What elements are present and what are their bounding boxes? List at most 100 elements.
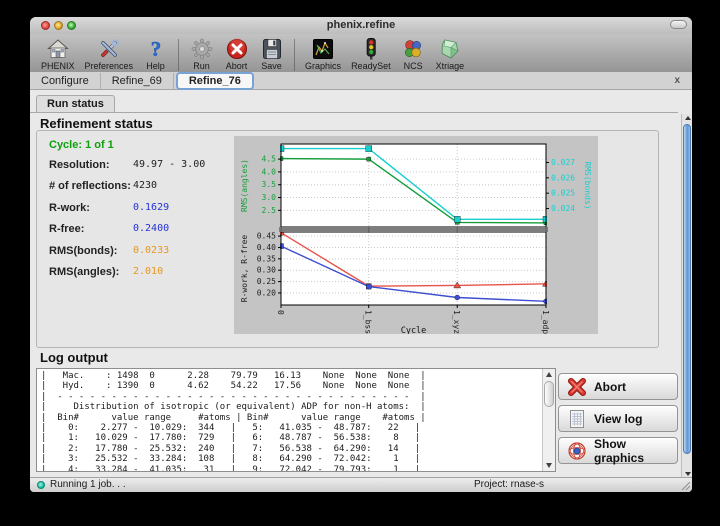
minimize-window-button[interactable] (54, 21, 63, 30)
action-button-label: Show graphics (594, 436, 645, 465)
toolbar-button-label: NCS (403, 61, 423, 71)
notebook-tab-bar: Configure Refine_69 Refine_76 x (30, 71, 692, 90)
preferences-tools-icon (96, 37, 121, 61)
help-icon: ? (143, 37, 168, 61)
svg-text:0.45: 0.45 (257, 232, 276, 241)
abort-icon (224, 37, 249, 61)
stat-value: 2.010 (133, 266, 164, 277)
abort-button[interactable]: Abort (558, 373, 678, 400)
toolbar-button-phenix[interactable]: PHENIX (36, 36, 80, 72)
stat-value: 0.2400 (133, 223, 170, 235)
toolbar-button-run[interactable]: Run (184, 36, 219, 72)
page-scroll-down-icon[interactable] (684, 472, 691, 476)
toolbar-button-label: Run (193, 61, 210, 71)
svg-text:4.0: 4.0 (262, 167, 277, 176)
page-scroll-thumb[interactable] (683, 124, 691, 454)
toolbar-button-preferences[interactable]: Preferences (80, 36, 139, 72)
log-text: | Mac. : 1498 0 2.28 79.79 16.13 None No… (41, 371, 426, 472)
log-scroll-up-icon[interactable] (546, 372, 552, 377)
refinement-status-title: Refinement status (40, 116, 153, 131)
save-icon (259, 37, 284, 61)
toolbar-button-help[interactable]: ? Help (138, 36, 173, 72)
stat-label: Resolution: (49, 159, 110, 171)
svg-text:3.0: 3.0 (262, 193, 277, 202)
action-button-label: View log (594, 411, 643, 426)
svg-text:0: 0 (276, 310, 285, 315)
stat-label: RMS(bonds): (49, 244, 118, 257)
toolbar-button-ncs[interactable]: NCS (396, 36, 431, 72)
toolbar-button-label: ReadySet (351, 61, 391, 71)
svg-text:0.30: 0.30 (257, 266, 276, 275)
toolbar-button-label: Graphics (305, 61, 342, 71)
stat-label: R-work: (49, 201, 90, 214)
svg-text:RMS(angles): RMS(angles) (240, 159, 249, 212)
svg-text:0.024: 0.024 (551, 204, 575, 213)
svg-text:1_bss: 1_bss (364, 310, 373, 334)
svg-text:0.20: 0.20 (257, 288, 276, 297)
toolbar-button-label: Save (261, 61, 282, 71)
toolbar-button-label: PHENIX (41, 61, 75, 71)
xtriage-icon (437, 37, 462, 61)
close-tab-icon[interactable]: x (674, 75, 680, 86)
toolbar-toggle-button[interactable] (670, 20, 687, 29)
tab-refine_69[interactable]: Refine_69 (101, 72, 174, 89)
svg-text:4.5: 4.5 (262, 155, 277, 164)
svg-text:0.25: 0.25 (257, 277, 276, 286)
toolbar-button-abort[interactable]: Abort (219, 36, 254, 72)
svg-text:3.5: 3.5 (262, 180, 277, 189)
log-scroll-down-icon[interactable] (546, 463, 552, 468)
view-log-icon (567, 409, 587, 429)
page-scrollbar[interactable] (681, 114, 692, 478)
notebook-divider (30, 112, 678, 113)
run-status-page: Run status Refinement status Cycle: 1 of… (30, 90, 692, 478)
toolbar-button-label: Preferences (84, 61, 134, 71)
tab-refine_76[interactable]: Refine_76 (175, 71, 254, 90)
stat-value: 0.1629 (133, 201, 170, 213)
toolbar-separator (294, 39, 296, 71)
svg-text:0.40: 0.40 (257, 243, 276, 252)
toolbar-button-readyset[interactable]: ReadySet (346, 36, 396, 72)
svg-text:Cycle: Cycle (401, 326, 427, 334)
page-scroll-up-icon[interactable] (684, 116, 691, 120)
stat-value: 0.0233 (133, 244, 170, 256)
svg-text:0.026: 0.026 (551, 173, 575, 182)
cycle-label: Cycle: 1 of 1 (49, 139, 114, 151)
project-label: Project: rnase-s (474, 479, 545, 490)
svg-text:R-work, R-free: R-work, R-free (240, 235, 249, 303)
log-output-area[interactable]: | Mac. : 1498 0 2.28 79.79 16.13 None No… (36, 368, 556, 472)
toolbar-button-graphics[interactable]: Graphics (300, 36, 346, 72)
window-title: phenix.refine (326, 19, 396, 31)
svg-text:0.027: 0.027 (551, 158, 575, 167)
view-log-button[interactable]: View log (558, 405, 678, 432)
activity-indicator-icon (37, 480, 45, 489)
toolbar-button-label: Abort (225, 61, 248, 71)
stat-value: 4230 (133, 180, 158, 192)
toolbar-separator (178, 39, 180, 71)
svg-text:1_xyz: 1_xyz (452, 310, 461, 334)
show-graphics-icon (567, 441, 587, 461)
toolbar-button-label: Xtriage (435, 61, 465, 71)
show-graphics-button[interactable]: Show graphics (558, 436, 678, 465)
title-bar: phenix.refine (30, 17, 692, 35)
stat-label: # of reflections: (49, 180, 131, 193)
log-scrollbar[interactable] (542, 369, 555, 471)
svg-text:2.5: 2.5 (262, 206, 277, 215)
resize-grip[interactable] (680, 480, 691, 491)
ncs-icon (401, 37, 426, 61)
run-gear-icon (189, 37, 214, 61)
tab-configure[interactable]: Configure (30, 72, 101, 89)
svg-text:0.025: 0.025 (551, 189, 575, 198)
stat-label: R-free: (49, 223, 85, 236)
log-scroll-thumb[interactable] (544, 381, 554, 407)
log-output-title: Log output (40, 350, 108, 365)
refinement-stats-box: Cycle: 1 of 1 Resolution: 49.97 - 3.00 # o… (36, 130, 659, 348)
svg-text:?: ? (150, 37, 161, 61)
toolbar-button-xtriage[interactable]: Xtriage (431, 36, 470, 72)
zoom-window-button[interactable] (67, 21, 76, 30)
toolbar-button-save[interactable]: Save (254, 36, 289, 72)
close-window-button[interactable] (41, 21, 50, 30)
graphics-icon (311, 37, 336, 61)
phenix-home-icon (45, 37, 70, 61)
tab-run-status[interactable]: Run status (36, 95, 115, 112)
svg-text:RMS(bonds): RMS(bonds) (583, 161, 592, 209)
